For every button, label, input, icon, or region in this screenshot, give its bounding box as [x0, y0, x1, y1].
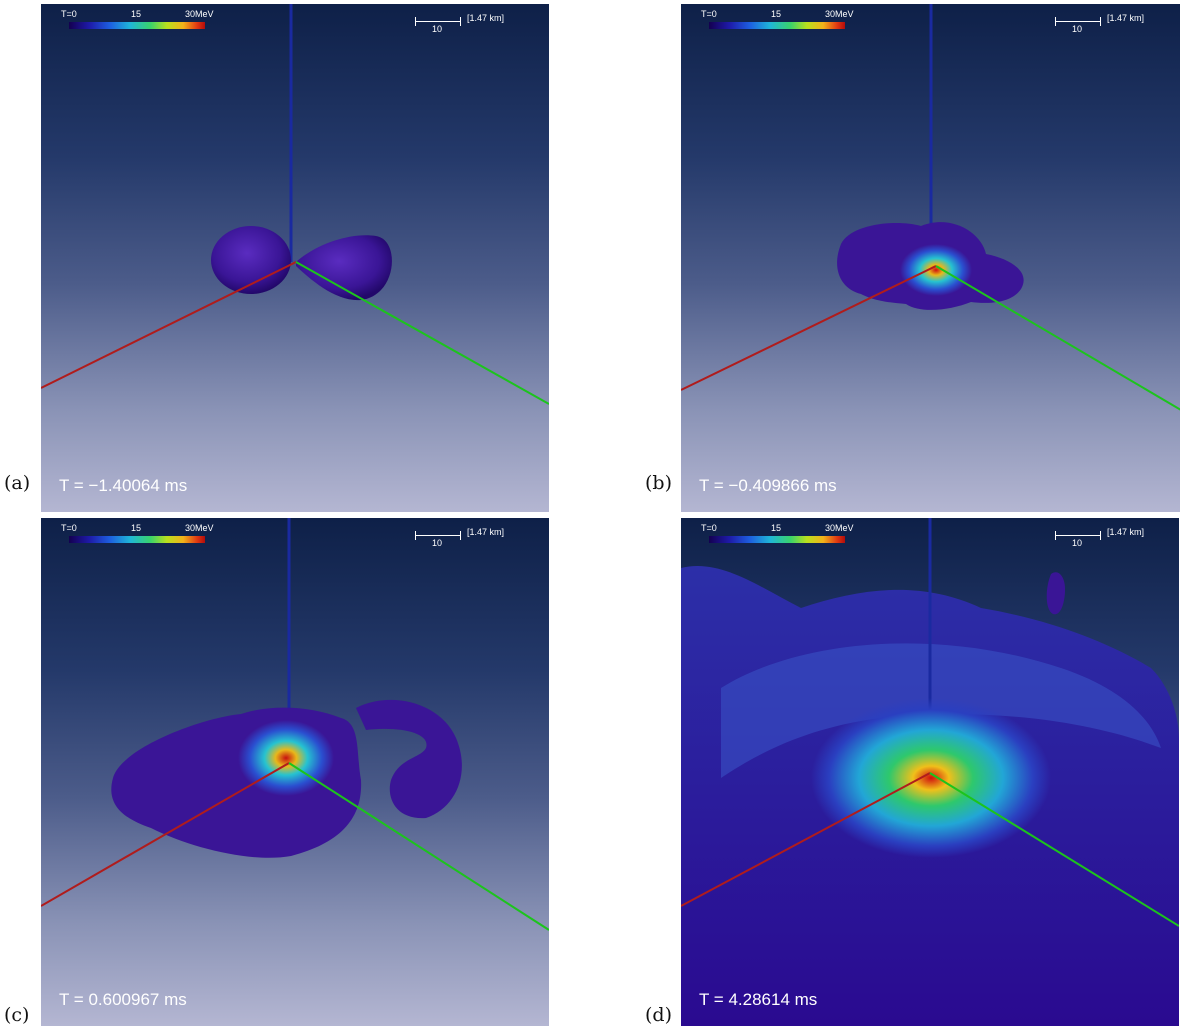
x-axis	[41, 261, 297, 389]
right-lobe	[296, 235, 392, 301]
scale-bar-unit: [1.47 km]	[1107, 527, 1145, 537]
scale-bar-value: 10	[1072, 538, 1083, 548]
colorbar-min-label: T=0	[61, 9, 77, 19]
x-axis	[681, 265, 937, 391]
hot-core	[811, 698, 1051, 858]
scale-bar: 10	[415, 528, 465, 548]
time-label: T = 0.600967 ms	[59, 990, 187, 1009]
colorbar-mid-label: 15	[131, 9, 142, 19]
panel-label-b: (b)	[645, 472, 672, 494]
colorbar	[69, 22, 205, 29]
scale-bar-value: 10	[432, 538, 443, 548]
y-axis	[929, 772, 1179, 927]
y-axis	[288, 762, 549, 931]
colorbar-max-label: 30MeV	[185, 523, 214, 533]
panel-c-scene	[41, 518, 549, 931]
scale-bar-value: 10	[432, 24, 443, 34]
panel-c: T=0 15 30MeV 10 [1.47 km] T = 0.600967 m…	[41, 518, 549, 1026]
disrupted-body	[111, 707, 362, 858]
scale-bar-unit: [1.47 km]	[1107, 13, 1145, 23]
colorbar-labels: T=0 15 30MeV	[701, 9, 881, 23]
y-axis	[935, 265, 1180, 411]
panel-b: T=0 15 30MeV 10 [1.47 km] T = −0.409866 …	[681, 4, 1180, 512]
panel-label-d: (d)	[645, 1004, 672, 1026]
panel-label-c: (c)	[4, 1004, 30, 1026]
panel-d-scene	[681, 518, 1179, 1026]
time-label: T = −1.40064 ms	[59, 476, 188, 495]
left-lobe	[211, 226, 291, 294]
colorbar-max-label: 30MeV	[185, 9, 214, 19]
colorbar-mid-label: 15	[131, 523, 142, 533]
colorbar-max-label: 30MeV	[825, 9, 854, 19]
panel-d: T=0 15 30MeV 10 [1.47 km] T = 4.28614 ms	[681, 518, 1179, 1026]
colorbar-max-label: 30MeV	[825, 523, 854, 533]
panel-b-scene	[681, 4, 1180, 411]
panel-a-scene	[41, 4, 549, 405]
colorbar-min-label: T=0	[701, 523, 717, 533]
scale-bar-value: 10	[1072, 24, 1083, 34]
colorbar-mid-label: 15	[771, 9, 782, 19]
colorbar-labels: T=0 15 30MeV	[701, 523, 881, 537]
colorbar	[709, 22, 845, 29]
x-axis	[681, 772, 931, 907]
colorbar-labels: T=0 15 30MeV	[61, 9, 241, 23]
scale-bar-unit: [1.47 km]	[467, 527, 505, 537]
colorbar-labels: T=0 15 30MeV	[61, 523, 241, 537]
scale-bar: 10	[1055, 528, 1105, 548]
hot-core	[900, 244, 972, 296]
colorbar	[69, 536, 205, 543]
y-axis	[295, 261, 549, 405]
x-axis	[41, 762, 290, 907]
colorbar-mid-label: 15	[771, 523, 782, 533]
scale-bar-unit: [1.47 km]	[467, 13, 505, 23]
tidal-tail	[356, 699, 462, 819]
time-label: T = 4.28614 ms	[699, 990, 818, 1009]
colorbar-min-label: T=0	[701, 9, 717, 19]
panel-a: T=0 15 30MeV 10 [1.47 km] T = −1.40064 m…	[41, 4, 549, 512]
colorbar	[709, 536, 845, 543]
colorbar-min-label: T=0	[61, 523, 77, 533]
ejecta-blob	[1046, 572, 1066, 615]
scale-bar: 10	[1055, 14, 1105, 34]
panel-label-a: (a)	[4, 472, 31, 494]
time-label: T = −0.409866 ms	[699, 476, 837, 495]
scale-bar: 10	[415, 14, 465, 34]
